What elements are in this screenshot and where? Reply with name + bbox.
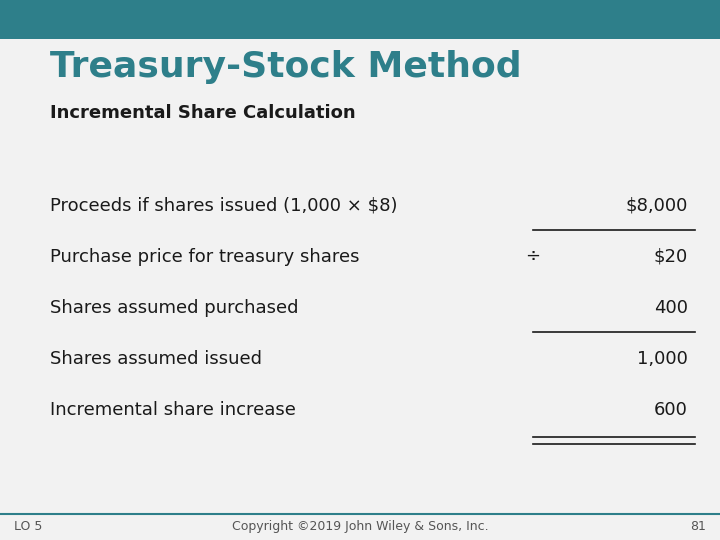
Text: LO 5: LO 5 — [14, 520, 42, 533]
Text: Shares assumed purchased: Shares assumed purchased — [50, 299, 299, 317]
Bar — [0, 0, 720, 39]
Text: $8,000: $8,000 — [625, 196, 688, 214]
Text: 81: 81 — [690, 520, 706, 533]
Text: 1,000: 1,000 — [636, 350, 688, 368]
Text: Shares assumed issued: Shares assumed issued — [50, 350, 262, 368]
Text: Incremental Share Calculation: Incremental Share Calculation — [50, 104, 356, 122]
Text: Purchase price for treasury shares: Purchase price for treasury shares — [50, 247, 360, 266]
Text: $20: $20 — [653, 247, 688, 266]
Text: Incremental share increase: Incremental share increase — [50, 401, 296, 420]
Text: Proceeds if shares issued (1,000 × $8): Proceeds if shares issued (1,000 × $8) — [50, 196, 398, 214]
Text: Treasury-Stock Method: Treasury-Stock Method — [50, 50, 522, 84]
Text: ÷: ÷ — [526, 247, 540, 266]
Text: 400: 400 — [654, 299, 688, 317]
Text: 600: 600 — [654, 401, 688, 420]
Text: Copyright ©2019 John Wiley & Sons, Inc.: Copyright ©2019 John Wiley & Sons, Inc. — [232, 520, 488, 533]
